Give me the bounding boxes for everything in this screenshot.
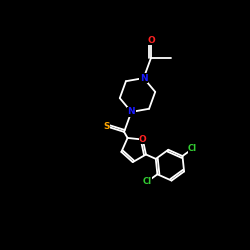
- Text: Cl: Cl: [188, 144, 197, 153]
- Text: N: N: [128, 108, 135, 116]
- Text: O: O: [147, 36, 155, 44]
- Text: Cl: Cl: [143, 177, 152, 186]
- Text: O: O: [139, 135, 147, 144]
- Text: S: S: [103, 122, 110, 131]
- Text: N: N: [140, 74, 147, 82]
